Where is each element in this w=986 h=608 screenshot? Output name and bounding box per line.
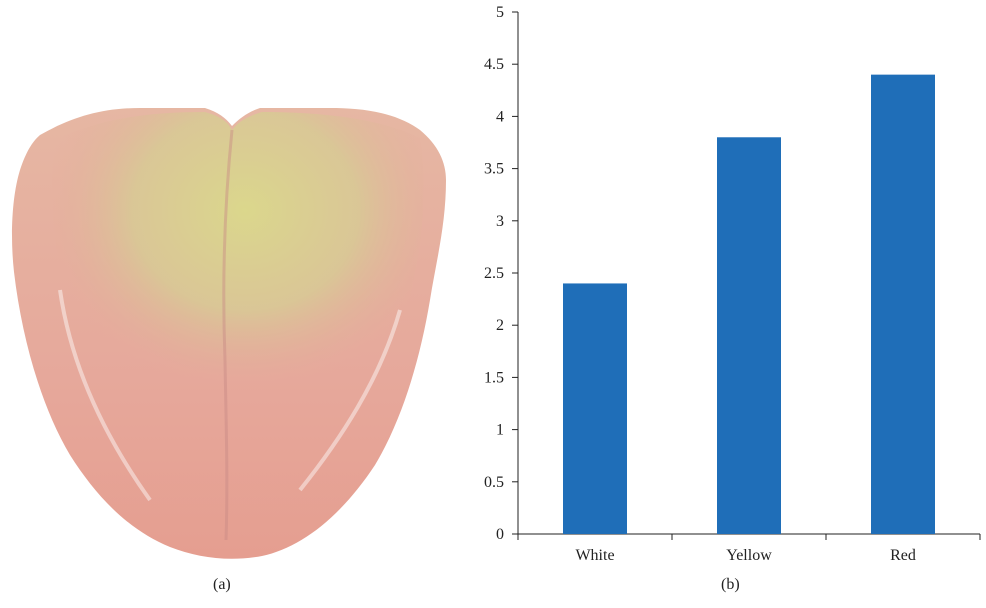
tongue-midline (222, 129, 234, 541)
y-tick-label: 2.5 (484, 265, 504, 282)
y-tick-label: 1 (496, 422, 504, 439)
bar-red (871, 74, 935, 534)
y-tick-label: 3 (496, 213, 504, 230)
y-tick-label: 4 (496, 108, 504, 125)
tongue-coating (51, 112, 424, 440)
panel-b-caption: (b) (721, 576, 740, 593)
tongue-photo (12, 108, 446, 559)
panel-a-caption: (a) (213, 576, 231, 593)
x-category-label: White (575, 547, 614, 564)
bar-white (563, 283, 627, 534)
y-tick-label: 2 (496, 317, 504, 334)
bar-yellow (717, 137, 781, 534)
x-category-label: Red (890, 547, 916, 564)
y-tick-label: 4.5 (484, 56, 504, 73)
y-tick-label: 0 (496, 526, 504, 543)
tongue-highlight (298, 309, 402, 492)
y-tick-label: 0.5 (484, 474, 504, 491)
tongue-highlight (58, 289, 152, 502)
x-category-label: Yellow (726, 547, 772, 564)
y-tick-label: 3.5 (484, 161, 504, 178)
y-tick-label: 5 (496, 4, 504, 21)
y-tick-label: 1.5 (484, 369, 504, 386)
